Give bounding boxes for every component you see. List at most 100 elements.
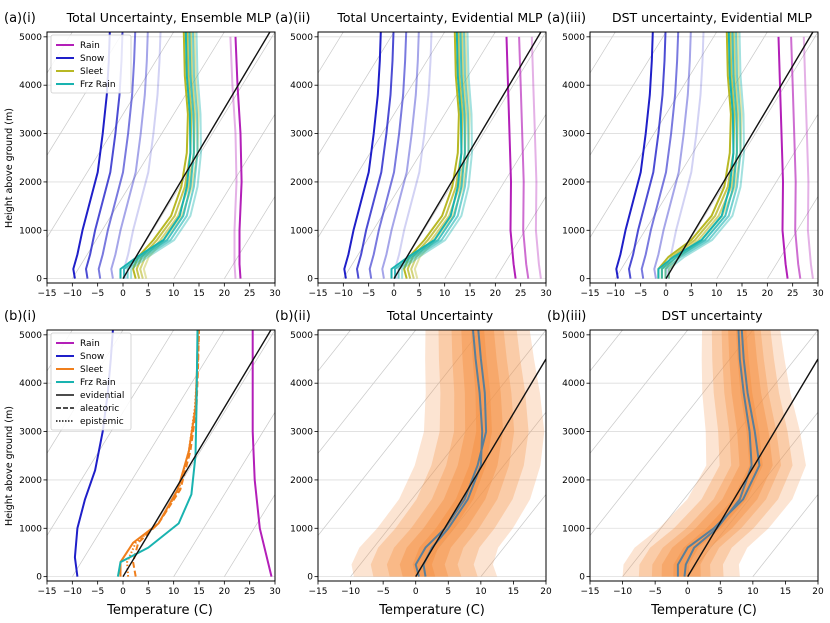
x-tick-label: 15 — [508, 587, 519, 597]
series-line-frz-rain — [660, 32, 738, 279]
x-tick-label: −10 — [341, 587, 360, 597]
x-tick-label: 5 — [688, 289, 694, 299]
isotherm-guide — [173, 411, 275, 577]
ylabel-top: Height above ground (m) — [4, 108, 15, 228]
ylabel-bottom: Height above ground (m) — [4, 406, 15, 526]
panel-a-ii: −15 −10 −5 0 5 10 15 20 25 3001000200030004000500… — [275, 10, 830, 299]
uncertainty-band — [412, 330, 492, 577]
panel-label: (b)(i) — [4, 309, 36, 324]
series-line-snow — [640, 32, 680, 279]
x-tick-label: −10 — [63, 587, 82, 597]
y-tick-label: 1000 — [19, 524, 42, 534]
isotherm-guide — [444, 113, 546, 279]
series-line-frz-rain — [130, 32, 202, 279]
isotherm-guide — [318, 32, 344, 74]
series-line-rain — [777, 36, 789, 279]
y-tick-label: 1000 — [562, 524, 585, 534]
series-line-frz-rain — [390, 32, 463, 279]
panel-label: (a)(i) — [4, 11, 36, 26]
x-tick-label: −15 — [309, 289, 328, 299]
isotherm-guide — [173, 113, 275, 279]
series-line-rain — [530, 36, 542, 279]
series-line-snow — [110, 32, 149, 279]
axes-frame — [317, 329, 547, 582]
isotherm-guide — [415, 411, 546, 577]
y-tick-label: 4000 — [19, 379, 42, 389]
isotherm-guide — [224, 493, 275, 577]
legend-label-rain: Rain — [80, 41, 100, 51]
x-tick-label: −5 — [377, 587, 390, 597]
x-tick-label: −5 — [649, 587, 662, 597]
series-line-evidential — [393, 32, 542, 279]
y-tick-label: 3000 — [290, 130, 313, 140]
x-tick-label: −5 — [91, 587, 104, 597]
x-tick-label: 20 — [219, 587, 231, 597]
y-tick-label: 1000 — [290, 226, 313, 236]
x-tick-label: −5 — [634, 289, 647, 299]
y-tick-label: 0 — [36, 275, 42, 285]
series-line-snow — [628, 32, 667, 279]
series-line-evidential — [665, 32, 814, 279]
isotherm-guide — [622, 330, 818, 577]
isotherm-guide — [698, 32, 830, 279]
x-tick-label: 20 — [219, 289, 231, 299]
x-tick-label: 5 — [445, 587, 451, 597]
series-line-rain — [518, 36, 530, 279]
y-tick-label: 3000 — [290, 428, 313, 438]
y-tick-label: 1000 — [19, 226, 42, 236]
x-tick-label: 5 — [145, 289, 151, 299]
isotherm-guide — [122, 32, 275, 279]
isotherm-guide — [318, 32, 445, 239]
series-line-frz-rain — [397, 32, 470, 279]
isotherm-guide — [427, 32, 579, 279]
y-tick-label: 5000 — [19, 331, 42, 341]
series-line-frz-rain — [664, 32, 742, 279]
x-tick-label: 15 — [193, 289, 204, 299]
plot-area-a-ii — [318, 32, 830, 280]
x-tick-label: 20 — [762, 289, 774, 299]
x-tick-label: −10 — [613, 587, 632, 597]
isotherm-guide — [817, 277, 818, 279]
legend-label-aleatoric: aleatoric — [80, 404, 119, 414]
axes-frame — [46, 31, 276, 284]
legend-label-epistemic: epistemic — [80, 417, 124, 427]
x-tick-label: −10 — [63, 289, 82, 299]
isotherm-guide — [72, 330, 225, 577]
axes-frame — [46, 329, 276, 582]
legend-label-evidential: evidential — [80, 391, 124, 401]
isotherm-guide — [224, 195, 275, 279]
plot-area-b-ii — [318, 330, 546, 578]
x-tick-label: 10 — [711, 289, 723, 299]
series-line-sleet — [657, 32, 732, 279]
y-tick-label: 2000 — [19, 178, 42, 188]
series-line-frz-rain — [119, 32, 192, 279]
series-line-frz-rain — [668, 32, 745, 279]
x-tick-label: −15 — [581, 289, 600, 299]
isotherm-guide — [72, 32, 225, 279]
x-tick-label: 25 — [515, 289, 526, 299]
legend-label-sleet: Sleet — [80, 67, 103, 77]
panel-title: Total Uncertainty, Evidential MLP — [336, 10, 543, 25]
x-tick-label: 15 — [780, 587, 791, 597]
uncertainty-band — [351, 330, 545, 577]
x-tick-label: 30 — [269, 289, 281, 299]
series-line-frz-rain — [657, 32, 735, 279]
x-tick-label: 30 — [269, 587, 281, 597]
panel-a-iii: −15 −10 −5 0 5 10 15 20 25 30 0 1000 2000 3000 4000 500… — [547, 10, 824, 299]
x-tick-label: 0 — [120, 289, 126, 299]
y-tick-label: 3000 — [562, 130, 585, 140]
isotherm-guide — [647, 32, 799, 279]
legend-label-frz-rain: Frz Rain — [80, 80, 116, 90]
series-line-sleet — [135, 32, 193, 279]
panel-label: (b)(iii) — [547, 309, 586, 324]
y-tick-label: 0 — [579, 275, 585, 285]
panel-b-i: −15 −10 −5 0 5 10 15 20 25 30 0 1000 2000 3000 4000 500… — [4, 309, 281, 597]
isotherm-guide — [590, 32, 616, 74]
isotherm-guide — [495, 195, 546, 279]
panel-title: Total Uncertainty — [386, 308, 494, 323]
plot-area-a-iii — [590, 32, 818, 280]
x-tick-label: 20 — [812, 587, 824, 597]
isotherm-guide — [376, 32, 528, 279]
y-tick-label: 1000 — [562, 226, 585, 236]
